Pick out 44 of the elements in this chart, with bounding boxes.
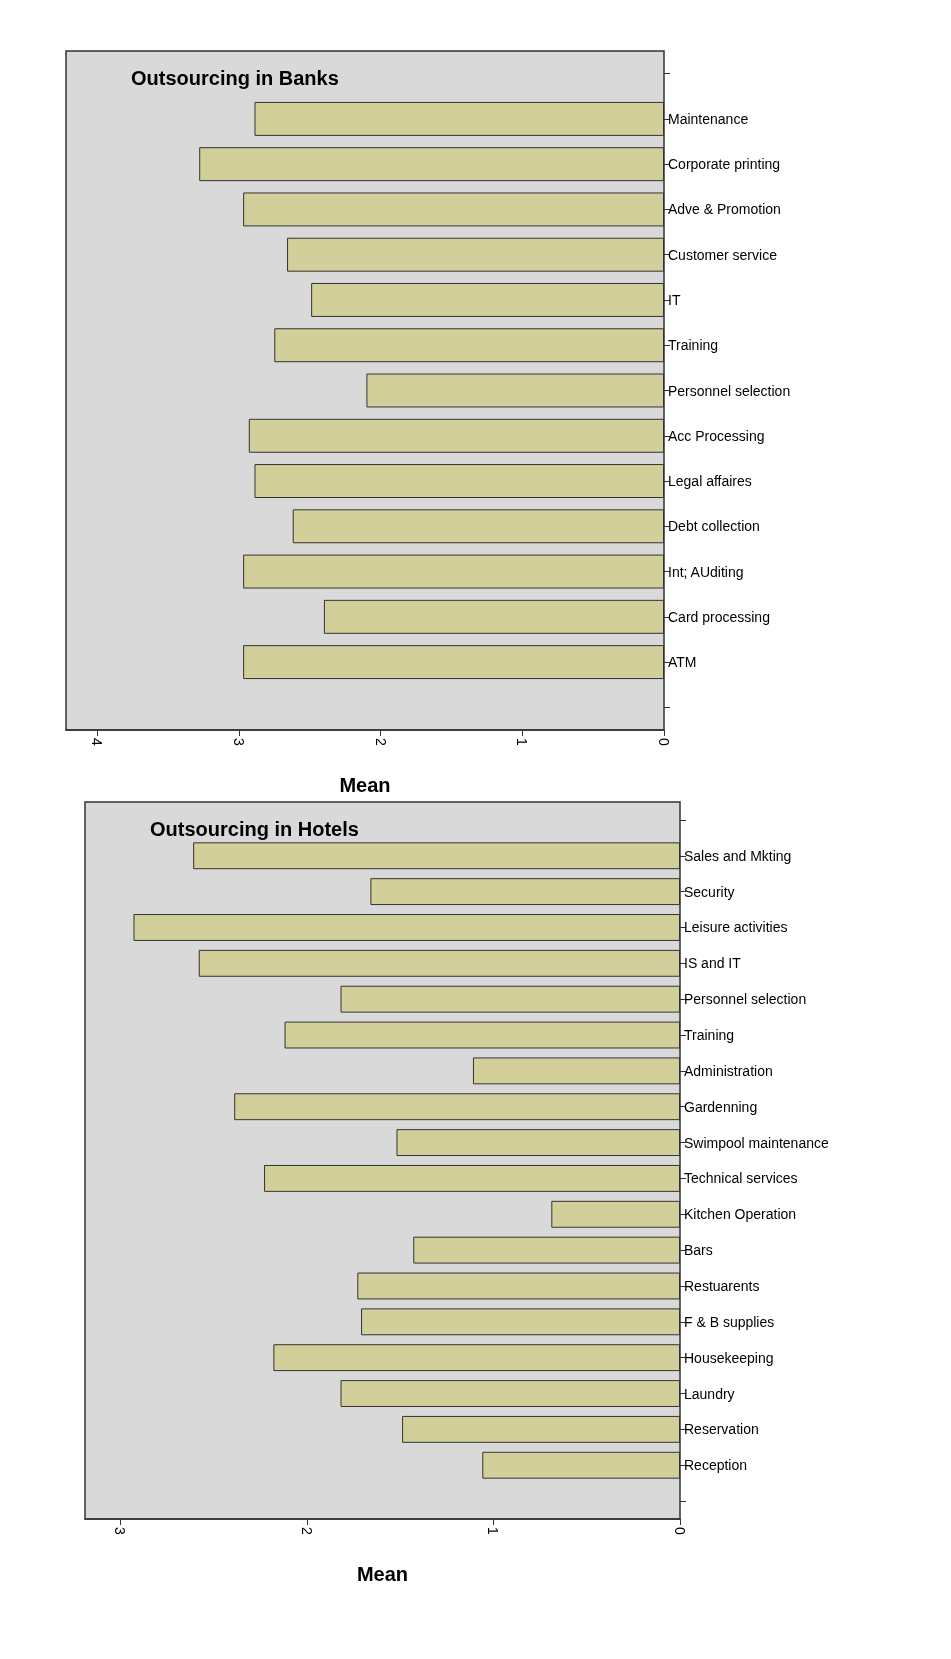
y-tick-label: Maintenance	[668, 110, 749, 127]
y-tick-label: Personnel selection	[668, 382, 791, 399]
y-tick-label: Leisure activities	[684, 919, 788, 936]
y-tick-label: Acc Processing	[668, 427, 765, 444]
y-tick-label: Housekeeping	[684, 1349, 774, 1366]
y-tick-label: Restuarents	[684, 1277, 760, 1294]
x-tick-label: 2	[298, 1527, 315, 1535]
y-tick-label: Technical services	[684, 1170, 798, 1187]
y-tick-label: Training	[668, 337, 719, 354]
y-tick-label: Legal affaires	[668, 473, 752, 490]
x-tick-label: 0	[656, 738, 672, 746]
y-tick-label: Reservation	[684, 1421, 759, 1438]
y-tick-label: Sales and Mkting	[684, 847, 792, 864]
y-tick-label: Swimpool maintenance	[684, 1134, 829, 1151]
y-tick-label: Int; AUditing	[668, 563, 744, 580]
y-tick-label: Debt collection	[668, 518, 760, 535]
y-tick-label: Corporate printing	[668, 156, 781, 173]
y-tick-label: Administration	[684, 1062, 773, 1079]
y-tick-label: Kitchen Operation	[684, 1206, 797, 1223]
y-tick-label: IS and IT	[684, 955, 742, 972]
x-tick-label: 0	[672, 1527, 688, 1535]
y-tick-label: Bars	[684, 1242, 713, 1259]
y-tick-label: Laundry	[684, 1385, 735, 1402]
y-tick-label: Training	[684, 1027, 735, 1044]
x-tick-label: 1	[485, 1527, 502, 1535]
y-tick-label: IT	[668, 291, 681, 308]
x-tick-label: 1	[514, 738, 531, 746]
y-tick-label: Gardenning	[684, 1098, 758, 1115]
x-axis-title: Mean	[356, 1563, 409, 1585]
y-tick-label: ATM	[668, 654, 697, 671]
y-tick-label: Security	[684, 883, 735, 900]
x-tick-label: 4	[89, 738, 106, 746]
y-tick-label: Personnel selection	[684, 991, 807, 1008]
x-tick-label: 3	[230, 738, 247, 746]
y-tick-label: Customer service	[668, 246, 778, 263]
y-tick-label: F & B supplies	[684, 1313, 775, 1330]
x-axis-title: Mean	[339, 774, 391, 796]
x-tick-label: 2	[372, 738, 389, 746]
text: Outsourcing in Hotels	[150, 818, 359, 840]
y-tick-label: Reception	[684, 1457, 748, 1474]
x-tick-label: 3	[112, 1527, 129, 1535]
y-tick-label: Card processing	[668, 608, 770, 625]
y-tick-label: Adve & Promotion	[668, 201, 781, 218]
chart-title: Outsourcing in Banks	[131, 67, 339, 89]
